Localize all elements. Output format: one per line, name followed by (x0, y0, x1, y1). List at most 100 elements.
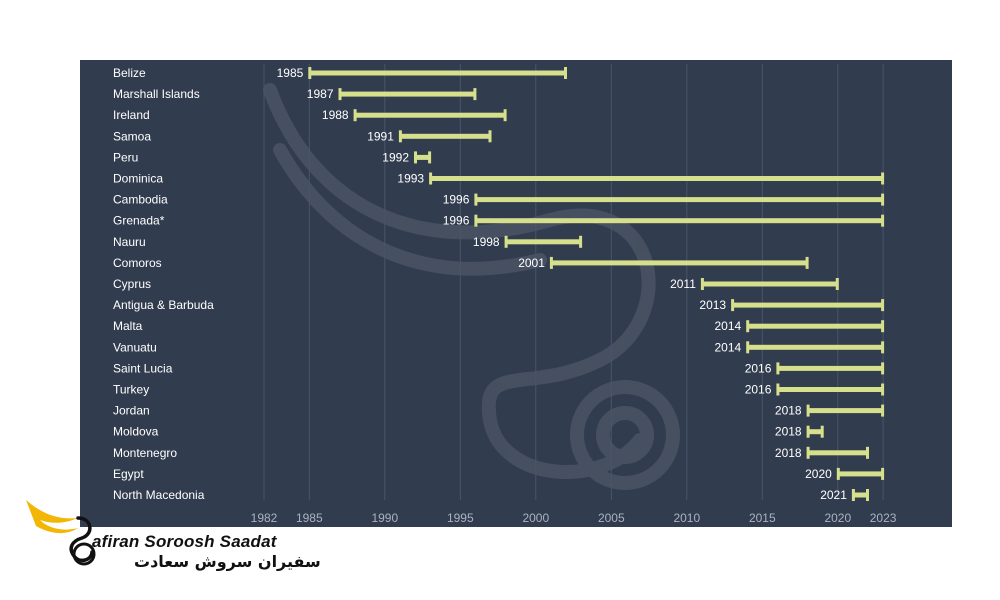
range-bar-end-cap (881, 214, 885, 227)
x-tick-label-1985: 1985 (296, 511, 323, 525)
range-bar (504, 235, 583, 248)
range-bar (776, 362, 885, 375)
start-year-label: 2013 (699, 298, 726, 312)
range-bar-end-cap (881, 299, 885, 312)
range-bar-start-cap (338, 88, 342, 101)
start-year-label: 2014 (714, 319, 741, 333)
start-year-label: 1996 (443, 214, 470, 228)
country-label: Ireland (113, 108, 150, 122)
country-label: Nauru (113, 235, 146, 249)
start-year-label: 2016 (745, 383, 772, 397)
range-bar-end-cap (428, 151, 432, 164)
range-bar (806, 446, 869, 459)
range-bar-start-cap (776, 383, 780, 396)
x-tick-label-2000: 2000 (522, 511, 549, 525)
country-label: Moldova (113, 425, 159, 439)
country-label: Dominica (113, 172, 163, 186)
country-label: Cambodia (113, 193, 168, 207)
range-bar-start-cap (806, 404, 810, 417)
range-bar-end-cap (866, 489, 869, 501)
country-label: Samoa (113, 129, 151, 143)
range-bar-end-cap (503, 109, 507, 122)
range-bar (429, 172, 885, 185)
range-bar (474, 214, 885, 227)
x-tick-label-2010: 2010 (673, 511, 700, 525)
range-bar-end-cap (866, 446, 869, 459)
range-bar-end-cap (805, 256, 809, 269)
range-bar-body (701, 281, 838, 287)
range-bar (851, 489, 869, 501)
country-label: Cyprus (113, 277, 151, 291)
logo-name-english: afiran Soroosh Saadat (92, 532, 277, 551)
range-bar-body (807, 429, 823, 435)
range-bar-start-cap (746, 320, 750, 333)
country-label: Turkey (113, 383, 149, 397)
range-bar-start-cap (836, 467, 840, 480)
timeline-chart: Belize 1985 Marshall Islands 1987 Ireland 198… (113, 64, 897, 525)
range-bar-end-cap (881, 193, 885, 206)
range-bar-body (354, 112, 506, 118)
range-bar-start-cap (308, 67, 312, 79)
range-bar-start-cap (353, 109, 357, 122)
start-year-label: 1993 (397, 172, 424, 186)
country-label: Egypt (113, 467, 144, 481)
start-year-label: 2018 (775, 446, 802, 460)
logo-name-persian: سفیران سروش سعادت (134, 552, 321, 571)
range-bar-end-cap (881, 362, 885, 375)
range-bar-body (309, 70, 566, 76)
range-bar-start-cap (731, 299, 735, 312)
range-bar-body (747, 344, 884, 350)
start-year-label: 1987 (307, 87, 334, 101)
range-bar (700, 278, 839, 290)
range-bar (731, 299, 885, 312)
range-bar-start-cap (700, 278, 704, 290)
range-bar-end-cap (488, 130, 492, 143)
country-label: Jordan (113, 404, 150, 418)
range-bar-body (399, 133, 491, 139)
range-bar-start-cap (429, 172, 433, 185)
start-year-label: 2020 (805, 467, 832, 481)
x-tick-label-1990: 1990 (371, 511, 398, 525)
range-bar-end-cap (835, 278, 839, 290)
range-bar-start-cap (398, 130, 402, 143)
range-bar (308, 67, 567, 79)
country-label: Belize (113, 66, 146, 80)
start-year-label: 2018 (775, 425, 802, 439)
range-bar (549, 256, 809, 269)
start-year-label: 2016 (745, 361, 772, 375)
range-bar-body (807, 450, 868, 456)
start-year-label: 1996 (443, 193, 470, 207)
x-tick-label-1995: 1995 (447, 511, 474, 525)
country-label: North Macedonia (113, 488, 205, 502)
country-label: Antigua & Barbuda (113, 298, 214, 312)
watermark-logo (263, 83, 680, 490)
range-bar (338, 88, 477, 101)
start-year-label: 1998 (473, 235, 500, 249)
range-bar (414, 151, 432, 164)
country-label: Marshall Islands (113, 87, 200, 101)
x-tick-label-2023: 2023 (870, 511, 897, 525)
range-bar-start-cap (776, 362, 780, 375)
range-bar-start-cap (474, 214, 478, 227)
range-bar-body (777, 387, 884, 392)
wing-swan-logo-icon (26, 500, 96, 566)
range-bar-end-cap (881, 172, 885, 185)
company-logo: afiran Soroosh Saadat سفیران سروش سعادت (22, 494, 321, 574)
range-bar-body (339, 91, 476, 97)
range-bar-end-cap (881, 404, 885, 417)
range-bar-end-cap (579, 235, 583, 248)
range-bar (806, 425, 824, 438)
range-bar-start-cap (414, 151, 417, 164)
range-bar (398, 130, 492, 143)
start-year-label: 1985 (277, 66, 304, 80)
range-bar-body (837, 471, 884, 477)
range-bar (746, 320, 885, 333)
range-bar-body (732, 302, 884, 308)
range-bar-end-cap (881, 320, 885, 333)
country-label: Peru (113, 150, 138, 164)
chart-panel: Belize 1985 Marshall Islands 1987 Ireland 198… (80, 60, 952, 527)
range-bar-body (505, 239, 582, 245)
range-bar-end-cap (881, 467, 885, 480)
range-bar-body (550, 260, 808, 266)
x-tick-label-1982: 1982 (251, 511, 278, 525)
